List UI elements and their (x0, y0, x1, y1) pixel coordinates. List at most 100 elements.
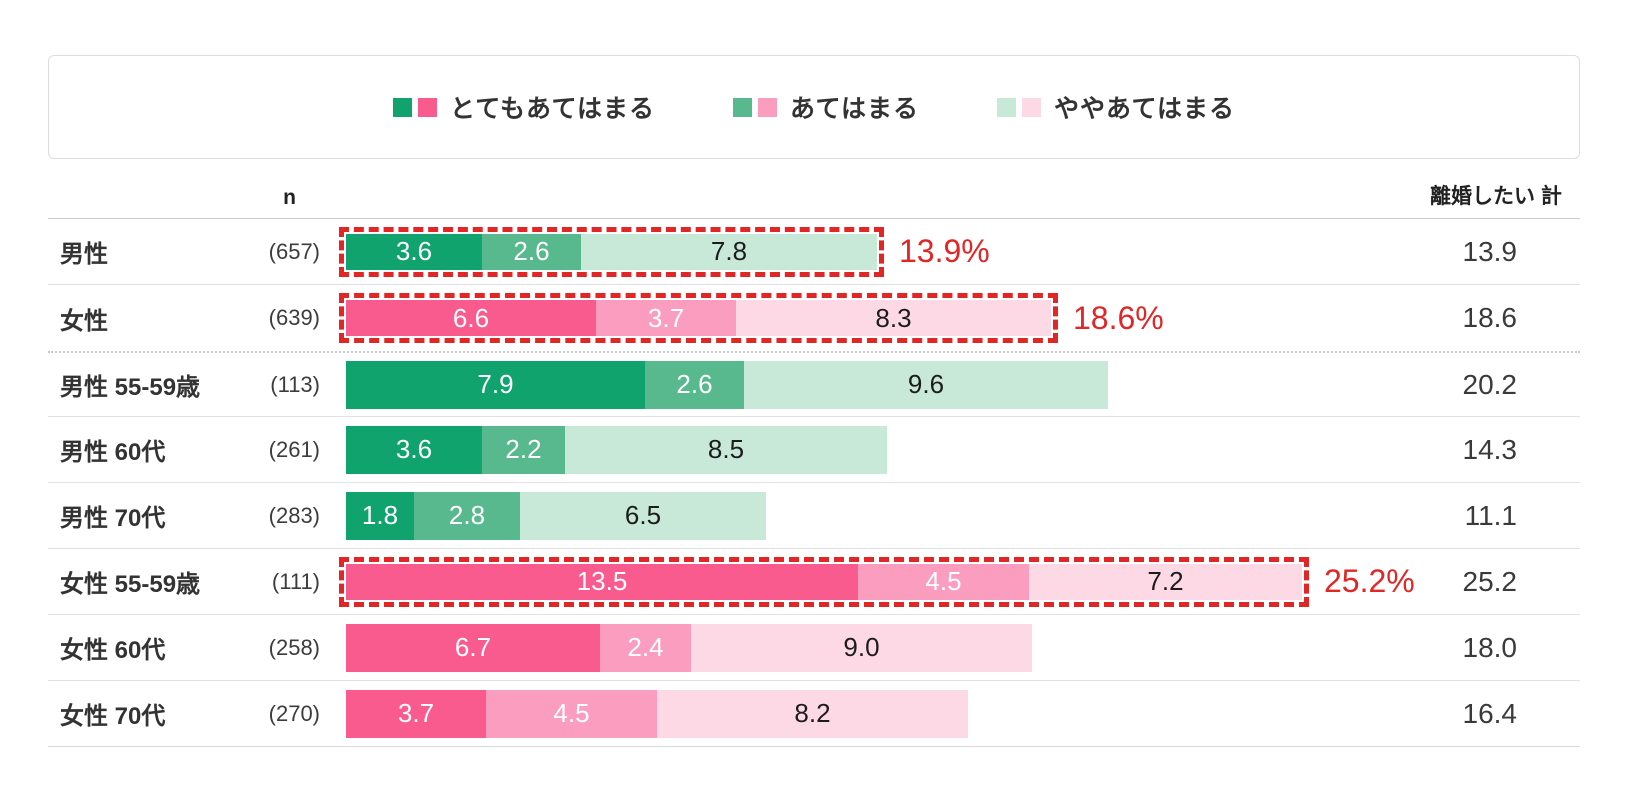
row-total-value: 11.1 (1464, 499, 1517, 531)
bar-segment: 8.2 (657, 689, 968, 738)
row-total-value: 18.6 (1462, 302, 1518, 333)
row-n-value: (111) (271, 568, 320, 594)
segment-value: 4.5 (925, 566, 962, 596)
bar-area: 13.5 4.5 7.2 25.2% (320, 556, 1430, 607)
stacked-bar: 6.7 2.4 9.0 (346, 623, 1032, 672)
bar-segment: 7.8 (581, 233, 877, 270)
legend-pink-swatch (417, 97, 437, 117)
row-label: 男性 70代 (60, 505, 166, 532)
segment-value: 1.8 (361, 500, 399, 530)
segment-value: 6.7 (454, 632, 492, 662)
row-n-value: (639) (268, 305, 320, 330)
highlight-outline: 6.6 3.7 8.3 (339, 293, 1058, 343)
legend-label: ややあてはまる (1054, 95, 1236, 123)
bar-segment: 2.6 (482, 233, 581, 270)
bar-segment: 2.4 (600, 623, 691, 672)
bar-segment: 3.7 (596, 300, 736, 336)
bar-segment: 6.7 (346, 623, 600, 672)
row-total-value: 13.9 (1462, 235, 1518, 267)
row-total-value: 14.3 (1462, 433, 1518, 465)
segment-value: 3.7 (647, 302, 685, 333)
row-label: 女性 55-59歳 (60, 571, 201, 598)
segment-value: 7.8 (710, 236, 748, 266)
bar-segment: 7.2 (1029, 563, 1302, 600)
legend-green-swatch (392, 97, 412, 117)
legend-item: ややあてはまる (997, 89, 1235, 125)
row-n-value: (113) (270, 371, 320, 397)
bar-segment: 9.0 (691, 623, 1032, 672)
stacked-bar: 6.6 3.7 8.3 (346, 300, 1051, 336)
segment-value: 6.6 (452, 302, 490, 333)
bar-area: 6.7 2.4 9.0 (320, 623, 1430, 672)
stacked-bar: 3.6 2.6 7.8 (346, 233, 877, 270)
legend-label: とてもあてはまる (449, 95, 655, 123)
bar-segment: 4.5 (858, 563, 1029, 600)
bar-segment: 4.5 (486, 689, 657, 738)
legend-pink-swatch (757, 97, 777, 117)
row-n-value: (283) (268, 502, 320, 528)
segment-value: 7.9 (477, 369, 514, 399)
legend-label: あてはまる (789, 95, 919, 123)
table-row: 男性 (657) 3.6 2.6 7.8 13.9% 13.9 (48, 219, 1580, 285)
row-n-value: (258) (268, 634, 320, 660)
bar-segment: 6.6 (346, 300, 596, 336)
segment-value: 2.2 (505, 434, 542, 464)
stacked-bar: 1.8 2.8 6.5 (346, 491, 766, 540)
highlight-percentage-label: 13.9% (899, 233, 990, 269)
segment-value: 8.5 (707, 434, 745, 464)
stacked-bar: 13.5 4.5 7.2 (346, 563, 1302, 600)
table-header-row: n 離婚したい 計 (48, 167, 1580, 219)
segment-value: 3.6 (395, 236, 433, 266)
highlight-percentage-label: 18.6% (1073, 299, 1164, 336)
bar-area: 6.6 3.7 8.3 18.6% (320, 293, 1430, 343)
bar-area: 3.6 2.2 8.5 (320, 425, 1430, 474)
table-row: 男性 60代 (261) 3.6 2.2 8.5 14.3 (48, 417, 1580, 483)
segment-value: 4.5 (553, 698, 590, 728)
stacked-bar: 3.6 2.2 8.5 (346, 425, 887, 474)
bar-area: 1.8 2.8 6.5 (320, 491, 1430, 540)
bar-segment: 3.6 (346, 233, 482, 270)
segment-value: 6.5 (624, 500, 662, 530)
row-n-value: (261) (268, 436, 320, 462)
segment-value: 7.2 (1147, 566, 1184, 596)
row-total-value: 20.2 (1462, 368, 1518, 400)
bar-area: 3.7 4.5 8.2 (320, 689, 1430, 738)
bar-segment: 3.6 (346, 425, 482, 474)
segment-value: 9.0 (843, 632, 880, 662)
segment-value: 2.6 (513, 236, 550, 266)
legend-item: あてはまる (732, 89, 919, 125)
table-row: 女性 (639) 6.6 3.7 8.3 18.6% 18.6 (48, 285, 1580, 351)
legend-item: とてもあてはまる (392, 89, 655, 125)
row-label: 男性 60代 (60, 439, 166, 466)
legend-pink-swatch (1022, 97, 1041, 117)
stacked-bar: 3.7 4.5 8.2 (346, 689, 968, 738)
table-row: 女性 55-59歳 (111) 13.5 4.5 7.2 25.2% 25.2 (48, 549, 1580, 615)
bar-area: 7.9 2.6 9.6 (320, 360, 1430, 409)
segment-value: 13.5 (576, 566, 628, 596)
segment-value: 9.6 (907, 369, 945, 399)
segment-value: 8.2 (794, 698, 831, 728)
segment-value: 3.6 (395, 434, 433, 464)
highlight-outline: 3.6 2.6 7.8 (339, 226, 884, 277)
row-n-value: (657) (268, 238, 320, 264)
chart-table: 男性 (657) 3.6 2.6 7.8 13.9% 13.9 女性 (639) 6… (48, 219, 1580, 747)
bar-segment: 2.8 (414, 491, 520, 540)
bar-area: 3.6 2.6 7.8 13.9% (320, 226, 1430, 277)
bar-segment: 2.6 (645, 360, 744, 409)
table-row: 女性 60代 (258) 6.7 2.4 9.0 18.0 (48, 615, 1580, 681)
bar-segment: 13.5 (346, 563, 858, 600)
bar-segment: 8.3 (736, 300, 1051, 336)
column-header-n: n (283, 186, 296, 209)
row-n-value: (270) (268, 700, 320, 726)
segment-value: 2.4 (627, 632, 664, 662)
table-row: 男性 55-59歳 (113) 7.9 2.6 9.6 20.2 (48, 351, 1580, 417)
segment-value: 2.6 (676, 369, 713, 399)
chart-page: とてもあてはまる あてはまる ややあてはまる n 離婚したい 計 男性 (657… (48, 55, 1580, 747)
segment-value: 2.8 (448, 500, 486, 530)
highlight-outline: 13.5 4.5 7.2 (339, 556, 1309, 607)
row-total-value: 25.2 (1462, 565, 1518, 597)
bar-segment: 1.8 (346, 491, 414, 540)
row-label: 男性 (60, 241, 108, 268)
bar-segment: 6.5 (520, 491, 766, 540)
table-row: 男性 70代 (283) 1.8 2.8 6.5 11.1 (48, 483, 1580, 549)
